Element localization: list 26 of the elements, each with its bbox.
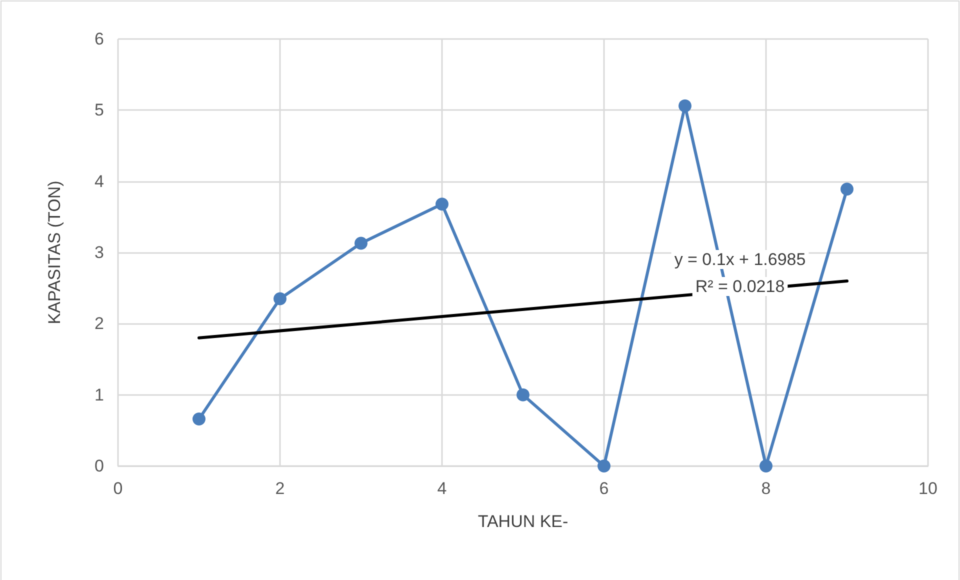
x-tick-label: 8: [761, 479, 771, 498]
annotation: R² = 0.0218: [695, 277, 785, 296]
x-tick-label: 4: [437, 479, 447, 498]
point: [354, 236, 368, 250]
x-tick-label: 6: [599, 479, 609, 498]
point: [840, 182, 854, 196]
y-tick-label: 5: [94, 100, 104, 120]
x-tick-label: 2: [275, 479, 285, 498]
point: [436, 198, 448, 211]
x-axis-title: TAHUN KE-: [478, 512, 568, 531]
point: [516, 388, 530, 402]
x-tick-label: 0: [113, 479, 123, 498]
point: [274, 292, 286, 306]
x-tick-label: 10: [918, 479, 938, 498]
y-tick-label: 3: [94, 243, 104, 262]
y-tick-label: 2: [94, 314, 104, 334]
point: [192, 412, 206, 426]
y-tick-label: 0: [94, 456, 104, 476]
point: [760, 460, 772, 472]
point: [678, 99, 692, 112]
y-tick-label: 1: [94, 385, 104, 404]
y-tick-label: 4: [94, 172, 104, 191]
annotation: y = 0.1x + 1.6985: [674, 250, 806, 269]
point: [598, 460, 610, 472]
y-tick-label: 6: [94, 30, 104, 48]
y-axis-title: KAPASITAS (TON): [45, 180, 64, 324]
